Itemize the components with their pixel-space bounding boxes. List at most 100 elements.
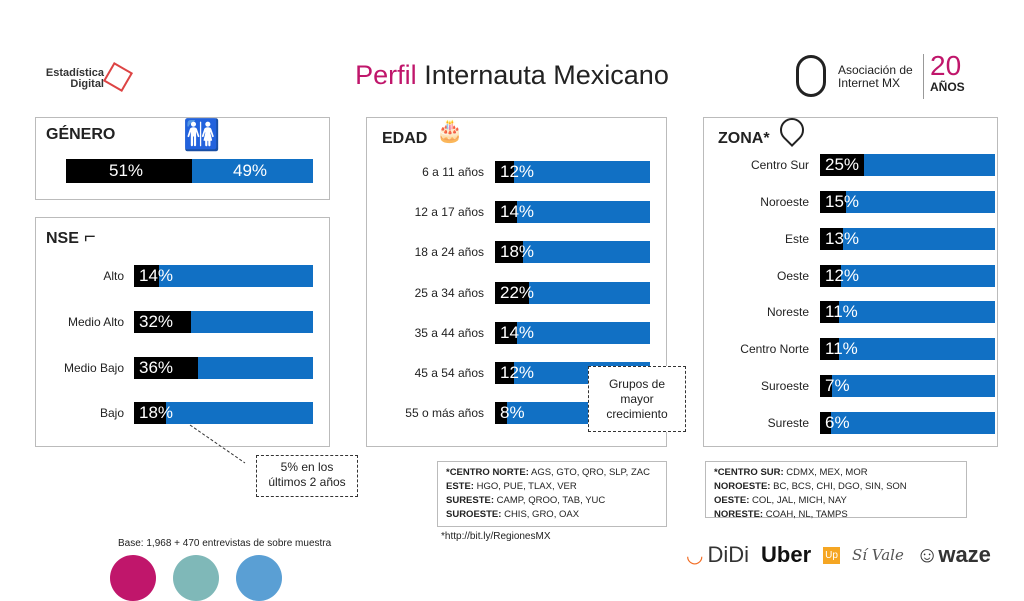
decor-circle [173,555,219,601]
footnote-line: *CENTRO NORTE: AGS, GTO, QRO, SLP, ZAC [446,467,650,478]
edad-label: 18 a 24 años [414,245,484,259]
regions-footnote-right: *CENTRO SUR: CDMX, MEX, MOR NOROESTE: BC,… [705,461,967,520]
regions-link[interactable]: *http://bit.ly/RegionesMX [441,531,551,542]
amipci-logo-text: Asociación de Internet MX [838,63,913,90]
bar-fill [495,282,530,304]
edad-bar: 14% [495,201,650,223]
zona-label: Centro Sur [750,158,809,172]
bar-fill [134,402,167,424]
zona-bar: 13% [820,228,995,250]
bar-value: 12% [825,266,860,285]
zona-label: Centro Norte [740,342,809,356]
edad-label: 45 a 54 años [414,366,484,380]
footnote-line: NORESTE: COAH, NL, TAMPS [714,509,848,520]
zona-bar: 6% [820,412,995,434]
stairs-icon: ⌐ [84,226,96,248]
nse-callout: 5% en los últimos 2 años [256,455,358,497]
edad-bar: 14% [495,322,650,344]
zona-label: Suroeste [760,379,809,393]
regions-footnote-left: *CENTRO NORTE: AGS, GTO, QRO, SLP, ZAC ES… [437,461,667,527]
nse-title: NSE [46,230,79,247]
zona-label: Noroeste [760,195,809,209]
bar-value: 11% [825,302,858,321]
bar-value: 13% [825,229,860,248]
bar-fill [820,265,841,287]
anniversary-number: 20 [930,50,962,81]
edad-label: 6 a 11 años [422,165,484,179]
edad-label: 25 a 34 años [414,286,484,300]
bar-value: 25% [825,155,860,174]
bar-fill [820,301,840,323]
male-value: 51% [109,161,144,180]
female-value: 49% [233,161,268,180]
cake-icon: 🎂 [436,118,464,143]
bar-value: 14% [139,266,174,285]
edad-bar: 12% [495,161,650,183]
bar-value: 22% [500,283,535,302]
zona-label: Oeste [776,269,809,283]
bar-fill [820,154,864,176]
edad-bar: 22% [495,282,650,304]
nse-bar: 36% [134,357,313,379]
zona-bar: 15% [820,191,995,213]
zona-bar: 25% [820,154,995,176]
bar-fill [495,161,514,183]
decor-circle [236,555,282,601]
bar-fill [820,228,843,250]
bar-value: 14% [500,323,535,342]
up-logo: Up [823,546,840,564]
waze-logo: ☺waze [915,542,991,567]
anniversary-word: AÑOS [930,80,965,94]
genero-bar: 51% 49% [66,159,313,183]
bar-value: 18% [139,403,174,422]
bar-fill [820,375,833,397]
nse-label: Alto [103,269,124,283]
base-note: Base: 1,968 + 470 entrevistas de sobre m… [118,538,332,549]
bar-fill [495,362,514,384]
bar-value: 18% [500,242,535,261]
bar-fill [134,311,192,333]
estadistica-digital-logo: Estadística Digital [45,67,104,90]
amipci-logo-icon [796,55,826,97]
uber-logo: Uber [761,542,812,567]
edad-label: 35 a 44 años [414,326,484,340]
bar-value: 14% [500,202,535,221]
footnote-line: SUROESTE: CHIS, GRO, OAX [446,509,580,520]
bar-value: 36% [139,358,174,377]
zona-label: Noreste [766,305,809,319]
nse-bar: 14% [134,265,313,287]
zona-bar: 12% [820,265,995,287]
bar-fill [495,402,508,424]
zona-bar: 7% [820,375,995,397]
genero-title: GÉNERO [46,126,116,143]
bar-value: 12% [500,162,535,181]
bar-value: 32% [139,312,174,331]
bar-value: 6% [825,413,850,432]
zona-bar: 11% [820,338,995,360]
footnote-line: NOROESTE: BC, BCS, CHI, DGO, SIN, SON [714,481,907,492]
didi-icon: ◡ [686,544,704,567]
bar-value: 8% [500,403,525,422]
nse-label: Bajo [99,406,124,420]
footnote-line: ESTE: HGO, PUE, TLAX, VER [446,481,577,492]
edad-callout: Grupos de mayor crecimiento [588,366,686,432]
gender-icon: 🚻 [183,119,221,152]
sivale-logo: Sí Vale [851,546,904,564]
edad-bar: 18% [495,241,650,263]
bar-fill [820,412,831,434]
bar-value: 15% [825,192,860,211]
bar-fill [495,241,523,263]
bar-fill [495,322,517,344]
bar-fill [495,201,517,223]
nse-label: Medio Alto [67,315,124,329]
zona-title: ZONA* [718,130,770,147]
edad-label: 55 o más años [405,406,484,420]
bar-fill [134,357,199,379]
bar-fill [134,265,160,287]
nse-label: Medio Bajo [63,361,124,375]
zona-bar: 11% [820,301,995,323]
page-title: Perfil Internauta Mexicano [355,60,669,90]
footnote-line: OESTE: COL, JAL, MICH, NAY [714,495,847,506]
zona-label: Este [784,232,809,246]
genero-panel [35,117,330,200]
